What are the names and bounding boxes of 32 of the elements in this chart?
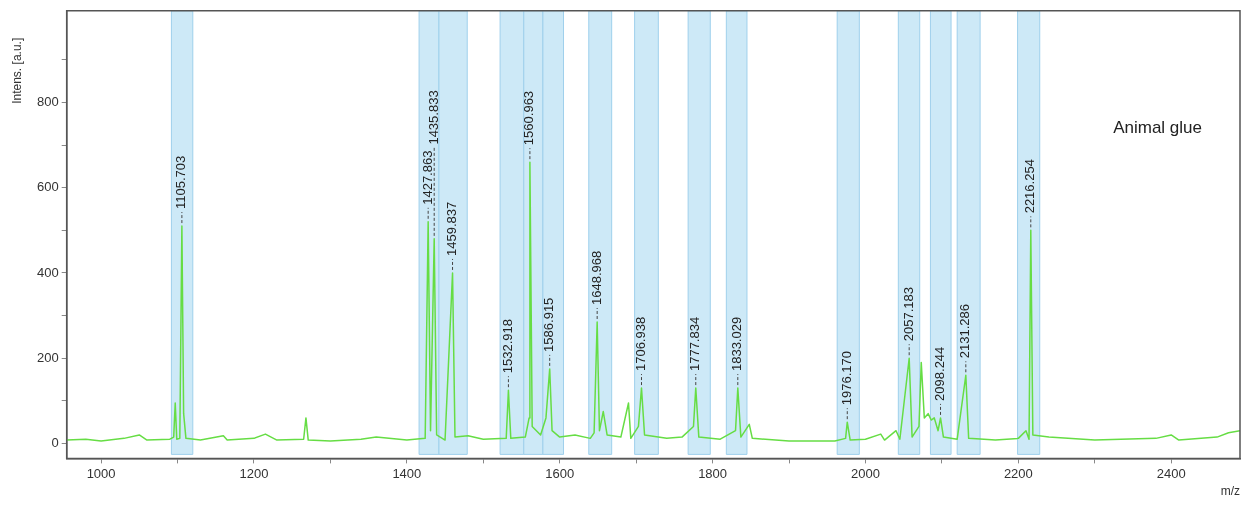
annotation: 1833.029 xyxy=(729,316,745,372)
annotation: 1586.915 xyxy=(541,297,557,352)
annotation: 1459.837 xyxy=(444,201,460,256)
annotation: 1648.968 xyxy=(588,250,604,305)
x-tick-label: 2200 xyxy=(1003,465,1033,481)
x-tick-label: 2000 xyxy=(851,465,880,481)
annotation: 1706.938 xyxy=(633,316,649,372)
annotation: 2216.254 xyxy=(1022,159,1038,214)
annotation: Animal glue xyxy=(1113,118,1202,138)
y-tick-label: 0 xyxy=(51,435,59,451)
x-tick-label: 1800 xyxy=(698,465,728,481)
annotation: 2057.183 xyxy=(900,286,916,342)
x-axis-title: m/z xyxy=(1220,483,1240,498)
y-tick-label: 600 xyxy=(36,179,59,195)
y-tick-label: 800 xyxy=(36,94,59,110)
annotation: 1532.918 xyxy=(500,318,515,374)
annotation: 2131.286 xyxy=(957,304,973,359)
x-tick-label: 1400 xyxy=(392,465,422,481)
x-tick-label: 1200 xyxy=(239,465,269,481)
y-axis-title: Intens. [a.u.] xyxy=(10,37,25,104)
annotation: 1560.963 xyxy=(521,90,537,146)
annotation: 1105.703 xyxy=(173,155,189,210)
x-tick-label: 1600 xyxy=(545,465,575,481)
annotation: 1435.833 xyxy=(425,90,441,145)
y-tick-label: 400 xyxy=(36,264,59,280)
annotation: 2098.244 xyxy=(932,346,948,401)
y-tick-label: 200 xyxy=(36,349,59,365)
x-tick-label: 2400 xyxy=(1156,465,1186,481)
annotation: 1427.863 xyxy=(419,150,435,205)
annotation: 1777.834 xyxy=(687,316,703,372)
x-tick-label: 1000 xyxy=(86,465,116,481)
annotation: 1976.170 xyxy=(838,350,854,406)
